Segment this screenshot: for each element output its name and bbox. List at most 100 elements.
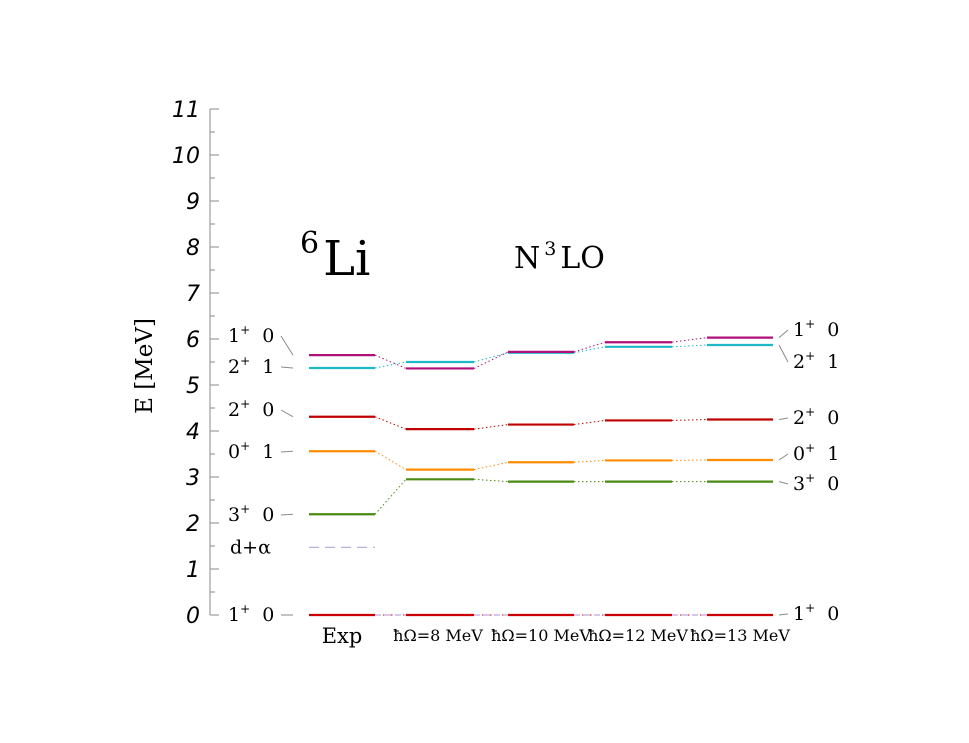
state-isospin: 0 — [262, 504, 274, 526]
state-isospin: 0 — [262, 604, 274, 626]
state-isospin: 0 — [262, 399, 274, 421]
state-isospin: 0 — [262, 325, 274, 347]
state-spin: 2 — [228, 356, 240, 378]
left-state-label: 2+ 1 — [228, 354, 274, 378]
state-connector — [573, 346, 606, 354]
y-tick-label: 10 — [172, 144, 200, 169]
method-title: N 3 LO — [514, 238, 605, 276]
state-connector — [473, 352, 509, 363]
state-spin: 1 — [793, 603, 805, 625]
state-spin: 1 — [793, 319, 805, 341]
state-connector — [374, 354, 407, 369]
right-label-leader — [778, 329, 789, 339]
state-gap — [815, 351, 827, 373]
right-label-leader — [778, 481, 789, 485]
left-state-label: 3+ 0 — [228, 502, 274, 526]
column-label: ħΩ=8 MeV — [393, 626, 483, 645]
state-parity: + — [805, 441, 815, 455]
state-gap — [250, 356, 262, 378]
state-spin: 3 — [228, 504, 240, 526]
energy-levels — [309, 336, 773, 617]
state-parity: + — [240, 397, 250, 411]
y-tick-label: 3 — [186, 466, 200, 491]
state-parity: + — [805, 601, 815, 615]
state-parity: + — [240, 439, 250, 453]
state-spin: 1 — [228, 604, 240, 626]
state-connector — [473, 478, 509, 483]
state-gap — [250, 504, 262, 526]
right-state-label: 1+ 0 — [793, 317, 839, 341]
y-tick-label: 9 — [186, 190, 200, 215]
state-connector — [573, 341, 606, 353]
left-state-label: 0+ 1 — [228, 439, 274, 463]
state-parity: + — [805, 405, 815, 419]
state-isospin: 0 — [827, 319, 839, 341]
threshold-group: d+α — [230, 536, 375, 558]
state-connector — [473, 461, 509, 471]
state-spin: 0 — [793, 443, 805, 465]
state-parity: + — [805, 349, 815, 363]
state-spin: 0 — [228, 441, 240, 463]
state-gap — [815, 443, 827, 465]
state-isospin: 0 — [827, 603, 839, 625]
y-axis: 0 1 2 3 4 5 6 7 8 9 10 11 — [172, 98, 219, 629]
state-gap — [815, 319, 827, 341]
state-spin: 2 — [793, 407, 805, 429]
left-label-leader — [280, 366, 294, 369]
left-label-leader — [280, 513, 294, 516]
column-label: ħΩ=13 MeV — [690, 626, 790, 645]
state-connector — [473, 424, 509, 430]
state-gap — [250, 325, 262, 347]
y-tick-label: 8 — [186, 236, 200, 261]
column-label: ħΩ=12 MeV — [588, 626, 688, 645]
y-tick-label: 5 — [186, 374, 200, 399]
state-parity: + — [240, 323, 250, 337]
left-state-labels: 1+ 03+ 00+ 12+ 02+ 11+ 0 — [228, 323, 294, 626]
y-tick-label: 6 — [186, 328, 200, 353]
right-state-label: 0+ 1 — [793, 441, 839, 465]
left-state-label: 2+ 0 — [228, 397, 274, 421]
y-axis-label: E [MeV] — [132, 318, 158, 414]
right-state-label: 3+ 0 — [793, 471, 839, 495]
method-sup: 3 — [544, 238, 556, 260]
left-label-leader — [280, 450, 294, 453]
left-state-label: 1+ 0 — [228, 602, 274, 626]
threshold-label: d+α — [230, 536, 271, 558]
state-spin: 2 — [228, 399, 240, 421]
y-tick-label: 1 — [186, 558, 200, 583]
right-label-leader — [778, 613, 789, 616]
state-parity: + — [805, 317, 815, 331]
state-parity: + — [805, 471, 815, 485]
left-label-leader — [280, 335, 294, 356]
state-connector — [374, 478, 407, 515]
state-connector — [671, 419, 708, 421]
state-spin: 2 — [793, 351, 805, 373]
state-parity: + — [240, 354, 250, 368]
right-label-leader — [778, 417, 789, 420]
state-parity: + — [240, 502, 250, 516]
state-gap — [250, 604, 262, 626]
y-tick-label: 7 — [186, 282, 200, 307]
state-isospin: 0 — [827, 407, 839, 429]
state-spin: 3 — [793, 473, 805, 495]
state-isospin: 1 — [827, 351, 839, 373]
state-isospin: 0 — [827, 473, 839, 495]
state-isospin: 1 — [262, 356, 274, 378]
state-connector — [374, 450, 407, 471]
state-gap — [815, 603, 827, 625]
state-connector — [573, 459, 606, 463]
right-label-leader — [778, 453, 789, 461]
column-label-exp: Exp — [322, 624, 363, 648]
state-gap — [815, 407, 827, 429]
right-state-labels: 1+ 03+ 00+ 12+ 02+ 11+ 0 — [778, 317, 839, 625]
state-gap — [815, 473, 827, 495]
state-connector — [671, 337, 708, 343]
state-gap — [250, 441, 262, 463]
method-rest: LO — [560, 241, 605, 276]
left-state-label: 1+ 0 — [228, 323, 274, 347]
state-connector — [374, 361, 407, 369]
state-connectors — [374, 337, 708, 616]
nucleus-symbol: Li — [323, 231, 370, 287]
state-spin: 1 — [228, 325, 240, 347]
